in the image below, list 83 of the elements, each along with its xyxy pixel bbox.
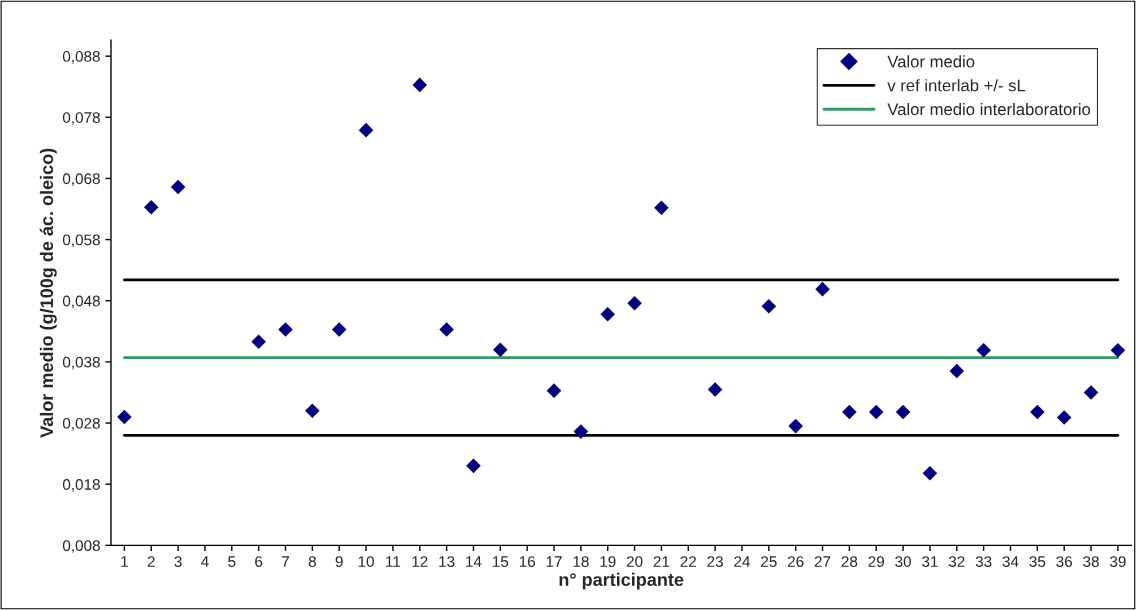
- x-tick-label: 39: [1109, 556, 1126, 567]
- point: [331, 322, 347, 337]
- x-tick-label: 5: [228, 556, 236, 567]
- x-tick-label: 34: [1002, 556, 1019, 567]
- x-axis-title: n° participante: [559, 572, 684, 590]
- point: [573, 424, 589, 439]
- point: [439, 322, 454, 337]
- point: [1083, 385, 1099, 400]
- point: [842, 404, 857, 420]
- point: [815, 281, 830, 297]
- x-tick-label: 13: [439, 556, 455, 567]
- x-tick-label: 25: [761, 556, 777, 567]
- x-tick-label: 4: [201, 556, 209, 567]
- x-tick-label: 27: [814, 556, 831, 567]
- x-tick-label: 15: [492, 556, 509, 567]
- x-tick-label: 9: [335, 556, 343, 567]
- point: [654, 200, 669, 216]
- y-tick-label: 0,058: [62, 234, 100, 248]
- point: [117, 409, 132, 425]
- point: [707, 382, 723, 397]
- point: [1110, 343, 1126, 358]
- point: [251, 334, 266, 349]
- x-tick-label: 26: [787, 556, 804, 567]
- x-tick-label: 17: [546, 556, 562, 567]
- x-tick-label: 11: [386, 556, 401, 567]
- x-tick-label: 22: [680, 556, 696, 567]
- point: [922, 465, 938, 481]
- y-tick-label: 0,008: [62, 540, 100, 553]
- point: [761, 298, 777, 314]
- point: [895, 404, 911, 420]
- x-tick-label: 16: [519, 556, 535, 567]
- point: [412, 77, 428, 93]
- x-tick-label: 10: [358, 556, 374, 567]
- y-tick-label: 0,018: [62, 479, 100, 492]
- x-tick-label: 2: [147, 556, 155, 567]
- x-tick-label: 21: [653, 556, 670, 567]
- legend-label: v ref interlab +/- sL: [887, 79, 1026, 92]
- x-tick-label: 33: [975, 556, 992, 567]
- point: [143, 199, 159, 215]
- point: [868, 404, 884, 420]
- x-tick-label: 38: [1083, 556, 1099, 567]
- y-tick-label: 0,038: [62, 356, 100, 370]
- x-tick-label: 35: [1029, 556, 1046, 567]
- x-tick-label: 18: [573, 556, 589, 567]
- x-tick-label: 29: [868, 556, 884, 567]
- point: [278, 322, 293, 337]
- x-tick-label: 23: [707, 556, 723, 567]
- y-tick-label: 0,048: [62, 295, 100, 309]
- x-tick-label: 24: [734, 556, 751, 567]
- x-tick-label: 1: [121, 556, 128, 567]
- point: [600, 306, 615, 322]
- y-axis-title: Valor medio (g/100g de ác. oleico): [39, 148, 57, 438]
- x-tick-label: 14: [466, 556, 482, 567]
- y-tick-label: 0,068: [62, 173, 100, 186]
- point: [493, 342, 508, 357]
- x-tick-label: 36: [1056, 556, 1073, 567]
- x-tick-label: 28: [841, 556, 858, 567]
- point: [358, 122, 374, 138]
- x-tick-label: 6: [255, 556, 263, 567]
- x-tick-label: 8: [308, 556, 316, 567]
- x-tick-label: 3: [174, 556, 182, 567]
- x-tick-label: 12: [412, 556, 428, 567]
- point: [788, 418, 803, 434]
- x-tick-label: 31: [922, 556, 938, 567]
- point: [466, 458, 481, 474]
- x-tick-label: 30: [895, 556, 911, 567]
- point: [1030, 404, 1045, 420]
- x-tick-label: 7: [282, 556, 289, 567]
- point: [170, 179, 186, 195]
- x-tick-label: 32: [948, 556, 965, 567]
- x-tick-label: 19: [600, 556, 616, 567]
- point: [305, 403, 320, 419]
- y-tick-label: 0,078: [62, 112, 100, 125]
- x-tick-label: 20: [626, 556, 643, 567]
- point: [976, 343, 991, 358]
- legend-label: Valor medio: [887, 55, 975, 68]
- y-tick-label: 0,088: [62, 51, 100, 64]
- point: [949, 363, 965, 379]
- y-tick-label: 0,028: [62, 417, 100, 431]
- legend-label: Valor medio interlaboratorio: [887, 103, 1091, 116]
- point: [1056, 410, 1072, 425]
- point: [627, 295, 642, 311]
- point: [546, 383, 562, 398]
